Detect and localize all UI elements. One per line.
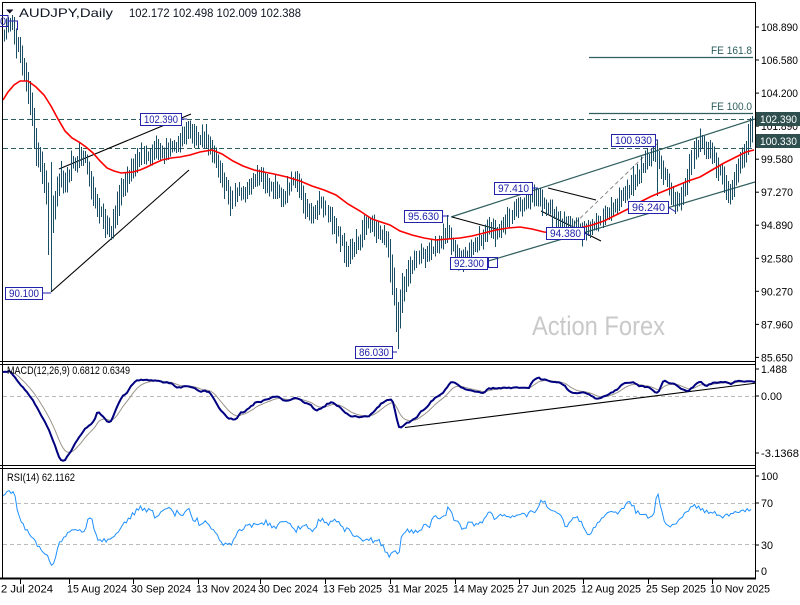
svg-text:FE 100.0: FE 100.0	[711, 101, 752, 113]
svg-text:99.580: 99.580	[761, 154, 793, 166]
svg-text:RSI(14) 62.1162: RSI(14) 62.1162	[7, 472, 75, 484]
svg-text:108.890: 108.890	[761, 22, 798, 34]
svg-text:94.380: 94.380	[550, 228, 581, 240]
svg-text:FE 161.8: FE 161.8	[711, 45, 752, 57]
svg-text:30 Dec 2024: 30 Dec 2024	[258, 584, 318, 596]
svg-text:30 Sep 2024: 30 Sep 2024	[131, 584, 191, 596]
svg-text:25 Sep 2025: 25 Sep 2025	[646, 584, 706, 596]
svg-text:92.580: 92.580	[761, 253, 793, 265]
svg-text:Action Forex: Action Forex	[532, 311, 665, 341]
svg-text:AUDJPY,Daily: AUDJPY,Daily	[19, 6, 113, 20]
svg-text:-3.1368: -3.1368	[761, 448, 799, 460]
svg-text:95.630: 95.630	[408, 211, 439, 223]
svg-text:102.172 102.498 102.009 102.38: 102.172 102.498 102.009 102.388	[129, 6, 301, 20]
svg-text:MACD(12,26,9) 0.6812 0.6349: MACD(12,26,9) 0.6812 0.6349	[7, 365, 130, 377]
svg-text:94.890: 94.890	[761, 220, 793, 232]
svg-text:14 May 2025: 14 May 2025	[453, 584, 514, 596]
svg-text:27 Jun 2025: 27 Jun 2025	[517, 584, 576, 596]
svg-text:85.650: 85.650	[761, 352, 793, 364]
svg-text:31 Mar 2025: 31 Mar 2025	[388, 584, 448, 596]
svg-text:15 Aug 2024: 15 Aug 2024	[67, 584, 127, 596]
svg-text:0.00: 0.00	[761, 391, 782, 403]
svg-text:90.270: 90.270	[761, 286, 793, 298]
svg-text:97.410: 97.410	[498, 183, 529, 195]
svg-text:2 Jul 2024: 2 Jul 2024	[1, 584, 53, 596]
svg-text:70: 70	[761, 498, 773, 510]
svg-text:96.240: 96.240	[632, 202, 665, 214]
svg-text:86.030: 86.030	[359, 347, 389, 359]
svg-text:13 Feb 2025: 13 Feb 2025	[323, 584, 382, 596]
svg-text:87.960: 87.960	[761, 319, 793, 331]
svg-text:102.390: 102.390	[144, 114, 178, 126]
svg-text:104.200: 104.200	[761, 88, 798, 100]
svg-text:13 Nov 2024: 13 Nov 2024	[196, 584, 256, 596]
svg-text:100.330: 100.330	[760, 136, 797, 148]
svg-text:0: 0	[0, 16, 6, 28]
svg-text:12 Aug 2025: 12 Aug 2025	[581, 584, 641, 596]
svg-text:10 Nov 2025: 10 Nov 2025	[710, 584, 770, 596]
svg-text:30: 30	[761, 540, 773, 552]
svg-text:100.930: 100.930	[615, 135, 652, 147]
svg-text:1.488: 1.488	[761, 364, 787, 376]
svg-text:0: 0	[761, 566, 767, 578]
svg-text:97.270: 97.270	[761, 187, 793, 199]
svg-text:102.390: 102.390	[760, 114, 797, 126]
svg-text:92.300: 92.300	[454, 258, 484, 270]
svg-text:100: 100	[761, 471, 778, 483]
svg-text:106.580: 106.580	[761, 55, 798, 67]
svg-text:90.100: 90.100	[9, 288, 39, 300]
